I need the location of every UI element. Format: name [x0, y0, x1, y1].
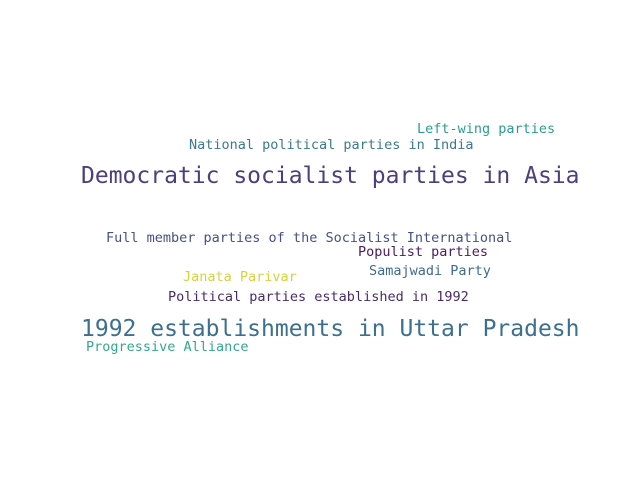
word-janata-parivar: Janata Parivar: [183, 269, 297, 285]
word-national-political-parties-in-india: National political parties in India: [189, 137, 474, 153]
word-1992-establishments-uttar-pradesh: 1992 establishments in Uttar Pradesh: [81, 316, 580, 342]
word-political-parties-established-1992: Political parties established in 1992: [168, 289, 469, 305]
word-full-member-parties-socialist-international: Full member parties of the Socialist Int…: [106, 230, 513, 246]
word-democratic-socialist-parties-in-asia: Democratic socialist parties in Asia: [81, 163, 580, 189]
word-progressive-alliance: Progressive Alliance: [86, 339, 249, 355]
word-populist-parties: Populist parties: [358, 244, 489, 260]
word-samajwadi-party: Samajwadi Party: [369, 263, 491, 279]
word-left-wing-parties: Left-wing parties: [417, 121, 556, 137]
